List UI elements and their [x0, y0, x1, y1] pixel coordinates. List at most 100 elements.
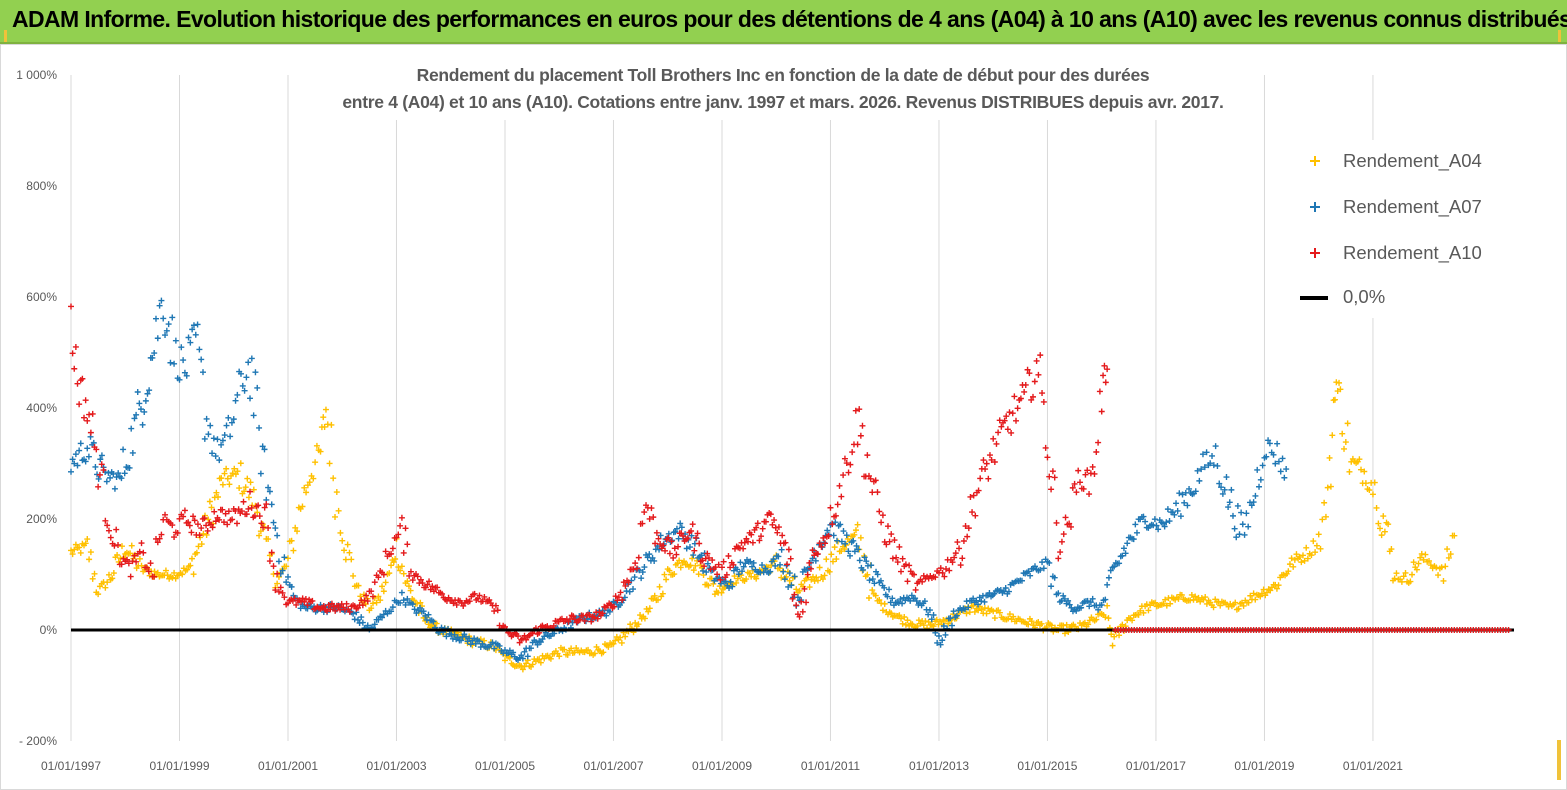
data-point-a07: [247, 395, 254, 402]
legend-item-zero: 0,0%: [1292, 282, 1502, 312]
data-point-a04: [585, 646, 592, 653]
data-point-a10: [404, 541, 411, 548]
data-point-a04: [650, 595, 657, 602]
data-point-a07: [1061, 595, 1068, 602]
data-point-a07: [699, 567, 706, 574]
data-point-a04: [405, 583, 412, 590]
data-point-a10: [769, 521, 776, 528]
data-point-a04: [1178, 591, 1185, 598]
data-point-a07: [420, 608, 427, 615]
data-point-a04: [128, 542, 135, 549]
data-point-a07: [1203, 449, 1210, 456]
data-point-a04: [843, 542, 850, 549]
data-point-a10: [156, 535, 163, 542]
data-point-a07: [884, 593, 891, 600]
data-point-a04: [95, 591, 102, 598]
data-point-a04: [215, 493, 222, 500]
data-point-a04: [299, 503, 306, 510]
data-point-a04: [1267, 587, 1274, 594]
data-point-a07: [84, 445, 91, 452]
data-point-a04: [1301, 557, 1308, 564]
data-point-a10: [988, 456, 995, 463]
data-point-a07: [90, 439, 97, 446]
data-point-a07: [290, 592, 297, 599]
data-point-a07: [1040, 565, 1047, 572]
data-point-a04: [1111, 633, 1118, 640]
data-point-a07: [785, 583, 792, 590]
data-point-a07: [397, 599, 404, 606]
data-point-a10: [588, 618, 595, 625]
data-point-a10: [993, 440, 1000, 447]
data-point-a04: [265, 536, 272, 543]
data-point-a07: [245, 359, 252, 366]
data-point-a10: [615, 594, 622, 601]
data-point-a10: [972, 512, 979, 519]
data-point-a07: [1066, 601, 1073, 608]
data-point-a07: [425, 611, 432, 618]
data-point-a07: [133, 411, 140, 418]
data-point-a07: [1153, 522, 1160, 529]
data-point-a07: [908, 592, 915, 599]
data-point-a07: [187, 339, 194, 346]
data-point-a10: [1040, 398, 1047, 405]
data-point-a07: [935, 633, 942, 640]
data-point-a10: [801, 585, 808, 592]
data-point-a04: [86, 556, 93, 563]
data-point-a07: [947, 615, 954, 622]
data-point-a04: [1260, 586, 1267, 593]
data-point-a10: [1084, 467, 1091, 474]
data-point-a07: [626, 588, 633, 595]
data-point-a10: [952, 550, 959, 557]
data-point-a10: [368, 588, 375, 595]
data-point-a07: [181, 369, 188, 376]
data-point-a07: [192, 331, 199, 338]
data-point-a10: [1058, 538, 1065, 545]
data-point-a07: [272, 525, 279, 532]
data-point-a04: [313, 442, 320, 449]
data-point-a10: [1071, 480, 1078, 487]
data-point-a04: [872, 592, 879, 599]
data-point-a04: [813, 574, 820, 581]
data-point-a10: [956, 545, 963, 552]
data-point-a10: [814, 550, 821, 557]
data-point-a07: [521, 648, 528, 655]
data-point-a04: [1358, 466, 1365, 473]
data-point-a10: [204, 527, 211, 534]
data-point-a10: [1062, 514, 1069, 521]
data-point-a07: [1089, 595, 1096, 602]
data-point-a07: [1216, 480, 1223, 487]
data-point-a10: [666, 550, 673, 557]
data-point-a10: [190, 513, 197, 520]
data-point-a07: [1068, 604, 1075, 611]
data-point-a10: [899, 555, 906, 562]
data-point-a04: [1203, 600, 1210, 607]
data-point-a07: [198, 356, 205, 363]
data-point-a10: [1021, 388, 1028, 395]
data-point-a10: [841, 455, 848, 462]
data-point-a04: [390, 559, 397, 566]
data-point-a04: [274, 580, 281, 587]
data-point-a04: [379, 583, 386, 590]
data-point-a04: [317, 448, 324, 455]
data-point-a04: [1438, 564, 1445, 571]
data-point-a04: [1315, 531, 1322, 538]
data-point-a10: [970, 492, 977, 499]
data-point-a04: [1217, 602, 1224, 609]
data-point-a10: [380, 571, 387, 578]
data-point-a07: [832, 519, 839, 526]
data-point-a07: [1133, 529, 1140, 536]
data-point-a07: [1241, 531, 1248, 538]
data-point-a10: [1080, 485, 1087, 492]
data-point-a07: [237, 370, 244, 377]
data-point-a04: [404, 578, 411, 585]
legend-item-a07: Rendement_A07: [1292, 192, 1502, 222]
data-point-a07: [703, 569, 710, 576]
data-point-a07: [1219, 490, 1226, 497]
data-point-a10: [143, 564, 150, 571]
data-point-a07: [136, 400, 143, 407]
data-point-a04: [1322, 513, 1329, 520]
data-point-a07: [462, 633, 469, 640]
data-point-a04: [676, 557, 683, 564]
data-point-a04: [330, 475, 337, 482]
data-point-a04: [1291, 556, 1298, 563]
